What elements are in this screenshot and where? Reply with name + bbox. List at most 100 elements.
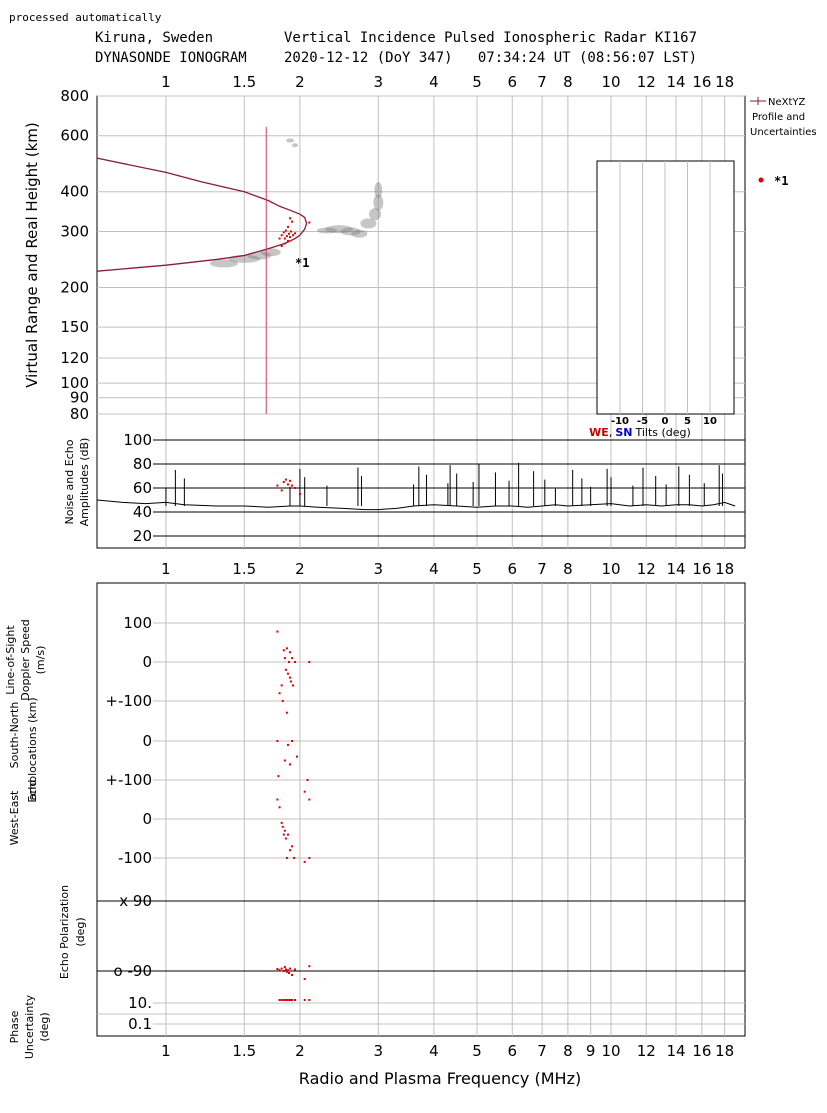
lower-echo-point: [289, 676, 292, 679]
height-tick-label: 80: [70, 405, 89, 423]
amplitude-y-axis-title-1: Noise and Echo: [63, 439, 76, 524]
top-freq-tick-label: 10: [601, 73, 620, 91]
lower-echo-point: [303, 999, 306, 1001]
lower-tick-label: 0: [142, 732, 152, 750]
echo-amplitude-point: [284, 478, 287, 481]
tilt-tick-label: 0: [662, 416, 669, 427]
mid-freq-tick-label: 3: [374, 560, 384, 578]
ionogram-echo-point: [290, 230, 293, 233]
lower-echo-point: [308, 999, 311, 1001]
ionogram-echo-point: [283, 237, 286, 240]
lower-tick-label: o -90: [114, 962, 152, 980]
echo-amplitude-point: [294, 487, 297, 489]
ionogram-title: DYNASONDE IONOGRAM: [95, 50, 247, 66]
echo-amplitude-point: [282, 481, 285, 483]
lower-echo-point: [291, 999, 294, 1001]
ionogram-echo-point: [289, 217, 292, 220]
lower-echo-point: [282, 999, 285, 1001]
mid-freq-tick-label: 1.5: [232, 560, 256, 578]
bottom-freq-tick-label: 16: [692, 1042, 711, 1060]
lower-echo-point: [289, 849, 292, 852]
lower-echo-point: [303, 860, 306, 863]
lower-echo-point: [285, 857, 288, 859]
ionogram-echo-point: [294, 232, 297, 235]
top-freq-tick-label: 7: [537, 73, 547, 91]
lower-echo-point: [276, 740, 279, 742]
height-tick-label: 300: [60, 222, 89, 240]
mid-freq-tick-label: 18: [715, 560, 734, 578]
lower-echo-point: [282, 970, 285, 972]
height-tick-label: 100: [60, 374, 89, 392]
legend-profile-line2: Profile and: [752, 112, 805, 123]
height-tick-label: 600: [60, 127, 89, 145]
mid-freq-tick-label: 7: [537, 560, 547, 578]
lower-echo-point: [281, 700, 284, 702]
ionogram-y-axis-title: Virtual Range and Real Height (km): [23, 122, 41, 388]
lower-echo-point: [276, 630, 279, 633]
tilt-axis-caption: WE, SN Tilts (deg): [589, 426, 691, 439]
echo-amplitude-point: [280, 489, 283, 492]
height-tick-label: 800: [60, 87, 89, 105]
ionogram-echo-trace: [316, 227, 337, 234]
mid-freq-tick-label: 12: [637, 560, 656, 578]
lower-echo-point: [280, 821, 283, 824]
mid-freq-tick-label: 8: [563, 560, 573, 578]
lower-tick-label: 0.1: [128, 1015, 152, 1033]
lower-tick-label: 100: [123, 614, 152, 632]
ionogram-echo-point: [285, 235, 288, 238]
lower-echo-point: [289, 999, 292, 1001]
lower-tick-label: 0: [142, 810, 152, 828]
x-axis-title: Radio and Plasma Frequency (MHz): [299, 1069, 581, 1088]
sn-title-2: Echolocations (km): [26, 697, 39, 802]
lower-echo-point: [306, 779, 309, 781]
lower-echo-point: [291, 845, 294, 848]
amplitude-tick-label: 100: [123, 431, 152, 449]
top-freq-tick-label: 12: [637, 73, 656, 91]
ionogram-echo-point: [278, 237, 281, 240]
top-freq-tick-label: 8: [563, 73, 573, 91]
lower-tick-label: -100: [118, 849, 152, 867]
bottom-freq-tick-label: 12: [637, 1042, 656, 1060]
height-tick-label: 400: [60, 183, 89, 201]
doppler-title-2: Doppler Speed: [19, 619, 32, 701]
top-freq-tick-label: 6: [508, 73, 518, 91]
ionogram-echo-trace: [340, 227, 361, 236]
noise-amplitude-line: [96, 499, 736, 511]
ionogram-echo-point: [292, 234, 295, 237]
lower-echo-point: [276, 798, 279, 801]
top-freq-tick-label: 16: [692, 73, 711, 91]
polarization-title-2: (deg): [74, 917, 87, 946]
lower-echo-point: [278, 999, 281, 1001]
we-title-1: West-East: [8, 790, 21, 845]
lower-echo-point: [285, 647, 288, 650]
lower-echo-point: [280, 684, 283, 687]
mid-freq-tick-label: 2: [295, 560, 305, 578]
lower-echo-point: [291, 974, 294, 976]
ionogram-echo-point: [287, 232, 290, 235]
legend-profile-line3: Uncertainties: [750, 127, 817, 138]
lower-echo-point: [281, 825, 284, 828]
processed-note: processed automatically: [9, 11, 162, 24]
lower-echo-point: [294, 999, 297, 1001]
lower-tick-label: 0: [142, 653, 152, 671]
lower-echo-point: [284, 837, 287, 840]
ionogram-echo-trace: [373, 194, 384, 211]
mid-freq-tick-label: 1: [161, 560, 171, 578]
trace-label: *1: [295, 256, 309, 270]
top-freq-tick-label: 2: [295, 73, 305, 91]
legend-trace-label: *1: [774, 174, 788, 188]
mid-freq-tick-label: 16: [692, 560, 711, 578]
lower-echo-point: [283, 759, 286, 762]
mid-freq-tick-label: 14: [667, 560, 686, 578]
amplitude-y-axis-title-2: Amplitudes (dB): [78, 438, 91, 527]
lower-echo-point: [290, 680, 293, 683]
bottom-freq-tick-label: 7: [537, 1042, 547, 1060]
lower-panel-frame: [96, 582, 746, 1037]
tilt-tick-label: -5: [637, 416, 648, 427]
plot-layer: *1: [96, 126, 736, 1001]
lower-echo-point: [285, 970, 288, 973]
legend-trace: *1: [758, 174, 788, 188]
lower-echo-point: [289, 967, 292, 970]
bottom-freq-tick-label: 2: [295, 1042, 305, 1060]
legend-trace-dot: [758, 177, 764, 183]
